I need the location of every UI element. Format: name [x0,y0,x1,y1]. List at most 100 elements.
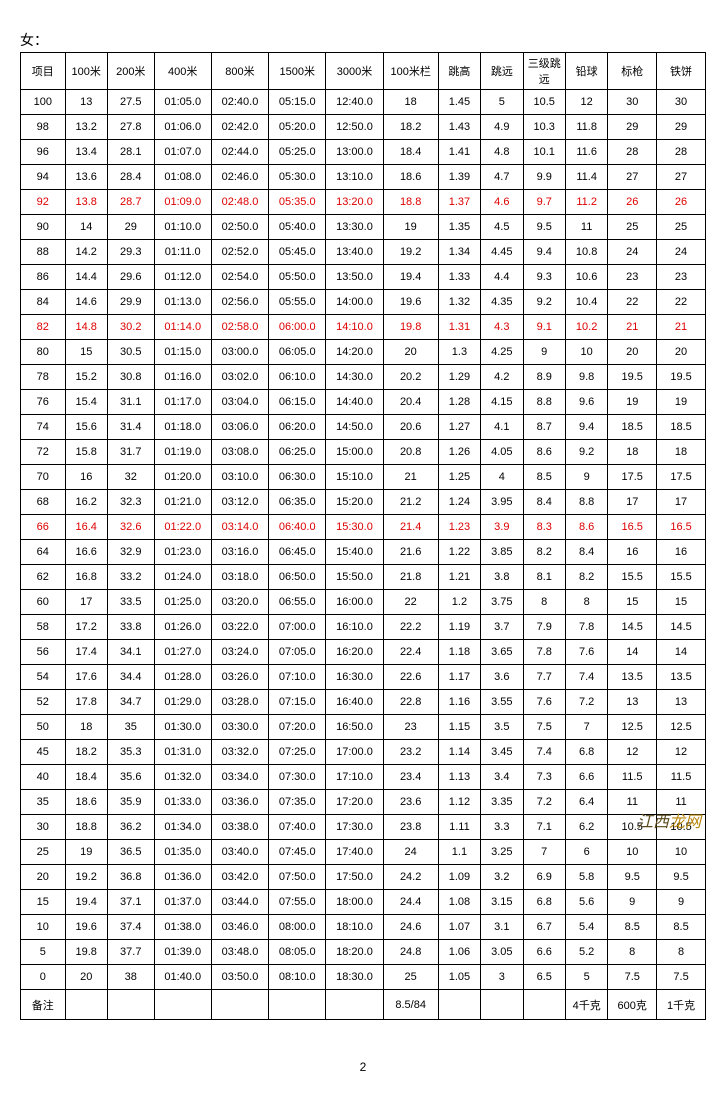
table-cell: 16:10.0 [326,615,383,640]
table-cell: 5 [481,90,523,115]
table-cell: 7.9 [523,615,565,640]
table-cell: 01:25.0 [154,590,211,615]
table-row: 801530.501:15.003:00.006:05.014:20.0201.… [21,340,706,365]
table-cell: 03:10.0 [211,465,268,490]
table-cell: 16:50.0 [326,715,383,740]
table-cell: 11.8 [565,115,607,140]
table-cell: 3.7 [481,615,523,640]
table-cell: 06:35.0 [269,490,326,515]
table-cell: 5 [21,940,66,965]
table-row: 1519.437.101:37.003:44.007:55.018:00.024… [21,890,706,915]
table-cell: 10 [565,340,607,365]
table-cell: 98 [21,115,66,140]
table-row: 6216.833.201:24.003:18.006:50.015:50.021… [21,565,706,590]
table-cell: 56 [21,640,66,665]
table-cell: 54 [21,665,66,690]
table-cell: 9 [657,890,706,915]
table-cell: 15:10.0 [326,465,383,490]
table-cell: 11.5 [657,765,706,790]
table-cell: 33.8 [107,615,154,640]
table-cell: 19 [65,840,107,865]
table-cell: 02:44.0 [211,140,268,165]
table-cell: 14:20.0 [326,340,383,365]
table-cell: 12:50.0 [326,115,383,140]
column-header: 100米 [65,53,107,90]
table-cell: 14 [657,640,706,665]
table-cell: 18.4 [65,765,107,790]
footer-cell [65,990,107,1020]
table-cell: 05:20.0 [269,115,326,140]
table-cell: 01:40.0 [154,965,211,990]
table-cell: 9.3 [523,265,565,290]
table-cell: 20 [21,865,66,890]
table-cell: 3.15 [481,890,523,915]
table-cell: 40 [21,765,66,790]
table-cell: 3 [481,965,523,990]
table-cell: 19.8 [383,315,438,340]
table-cell: 33.5 [107,590,154,615]
table-cell: 19.2 [383,240,438,265]
table-cell: 06:25.0 [269,440,326,465]
table-cell: 82 [21,315,66,340]
table-cell: 12 [565,90,607,115]
table-cell: 35 [107,715,154,740]
table-cell: 4.6 [481,190,523,215]
table-cell: 03:12.0 [211,490,268,515]
table-cell: 06:00.0 [269,315,326,340]
table-cell: 03:48.0 [211,940,268,965]
table-cell: 20 [608,340,657,365]
table-cell: 7.7 [523,665,565,690]
column-header: 400米 [154,53,211,90]
table-cell: 29 [657,115,706,140]
table-cell: 30.8 [107,365,154,390]
table-cell: 1.18 [438,640,480,665]
table-cell: 3.85 [481,540,523,565]
table-cell: 15 [65,340,107,365]
table-cell: 28.7 [107,190,154,215]
table-row: 9613.428.101:07.002:44.005:25.013:00.018… [21,140,706,165]
table-cell: 17 [608,490,657,515]
table-cell: 32.6 [107,515,154,540]
table-cell: 19.6 [383,290,438,315]
table-row: 5417.634.401:28.003:26.007:10.016:30.022… [21,665,706,690]
table-cell: 14.2 [65,240,107,265]
table-cell: 29.6 [107,265,154,290]
table-cell: 14.8 [65,315,107,340]
footer-cell [326,990,383,1020]
table-cell: 37.1 [107,890,154,915]
table-cell: 03:44.0 [211,890,268,915]
footer-cell [269,990,326,1020]
table-cell: 15:40.0 [326,540,383,565]
table-row: 9413.628.401:08.002:46.005:30.013:10.018… [21,165,706,190]
table-cell: 10.3 [523,115,565,140]
table-cell: 5.4 [565,915,607,940]
table-cell: 13.5 [608,665,657,690]
table-cell: 21.6 [383,540,438,565]
table-cell: 1.45 [438,90,480,115]
table-row: 50183501:30.003:30.007:20.016:50.0231.15… [21,715,706,740]
table-cell: 4.9 [481,115,523,140]
table-cell: 11.5 [608,765,657,790]
table-cell: 13:40.0 [326,240,383,265]
table-cell: 06:15.0 [269,390,326,415]
table-cell: 1.33 [438,265,480,290]
table-cell: 1.08 [438,890,480,915]
table-cell: 78 [21,365,66,390]
table-cell: 02:50.0 [211,215,268,240]
column-header: 3000米 [326,53,383,90]
table-cell: 17.2 [65,615,107,640]
table-cell: 22.8 [383,690,438,715]
table-cell: 8.2 [523,540,565,565]
table-cell: 29 [107,215,154,240]
table-cell: 14 [608,640,657,665]
table-cell: 3.95 [481,490,523,515]
table-cell: 9.5 [523,215,565,240]
table-cell: 1.34 [438,240,480,265]
table-cell: 01:20.0 [154,465,211,490]
table-cell: 21.4 [383,515,438,540]
column-header: 200米 [107,53,154,90]
table-cell: 28.1 [107,140,154,165]
table-cell: 12:40.0 [326,90,383,115]
table-cell: 01:36.0 [154,865,211,890]
table-cell: 29.9 [107,290,154,315]
